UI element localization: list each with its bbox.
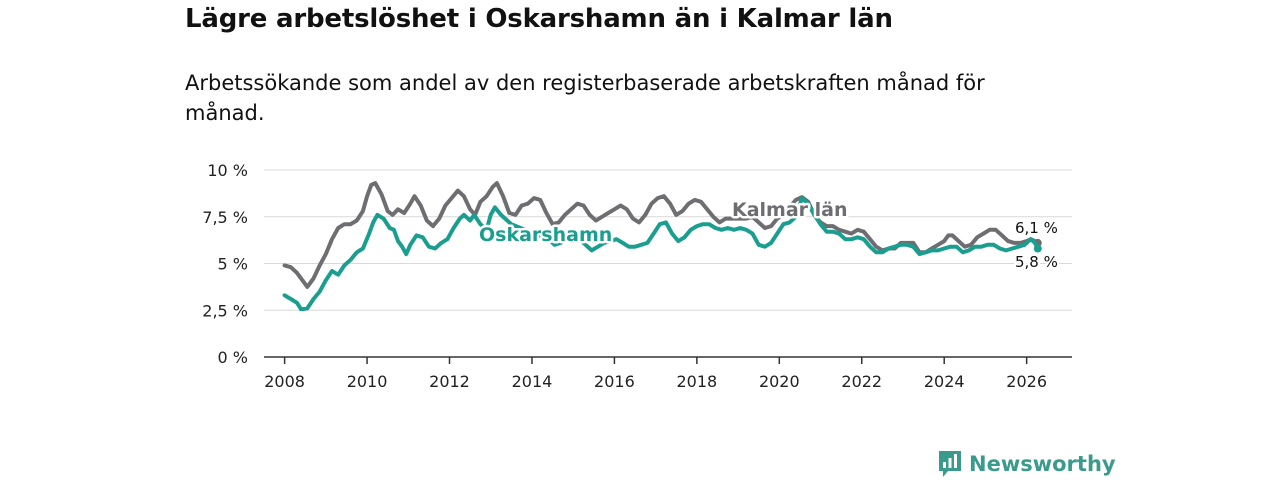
x-axis-ticks: 2008 2010 2012 2014 2016 2018 2020 2022 2024 2026 (264, 357, 1047, 391)
y-tick-label: 7,5 % (202, 208, 248, 227)
series-label-oskarshamn: Oskarshamn (479, 224, 612, 246)
newsworthy-logo-icon (939, 451, 961, 477)
x-tick-label: 2020 (759, 372, 800, 391)
x-tick-label: 2016 (594, 372, 635, 391)
end-value-kalmar: 6,1 % (1015, 219, 1058, 237)
chart-subtitle: Arbetssökande som andel av den registerb… (185, 71, 985, 125)
series-end-point-1 (1033, 244, 1042, 253)
x-tick-label: 2008 (264, 372, 305, 391)
y-tick-label: 0 % (218, 348, 248, 367)
x-tick-label: 2022 (841, 372, 882, 391)
series-label-kalmar: Kalmar län (732, 199, 848, 221)
series-labels: Kalmar län Oskarshamn 6,1 % 5,8 % (477, 197, 1060, 274)
x-tick-label: 2026 (1006, 372, 1047, 391)
x-tick-label: 2024 (924, 372, 965, 391)
end-value-oskarshamn: 5,8 % (1015, 253, 1058, 271)
brand-name: Newsworthy (969, 452, 1116, 476)
x-tick-label: 2010 (347, 372, 388, 391)
series-line-1 (282, 196, 1040, 312)
brand-logo: Newsworthy (937, 449, 1116, 479)
y-tick-label: 5 % (218, 255, 248, 274)
series-lines (282, 181, 1042, 312)
chart-title: Lägre arbetslöshet i Oskarshamn än i Kal… (185, 4, 893, 34)
x-tick-label: 2018 (676, 372, 717, 391)
gridlines (264, 169, 1072, 358)
y-axis-ticks: 0 % 2,5 % 5 % 7,5 % 10 % (202, 161, 248, 367)
x-tick-label: 2014 (512, 372, 553, 391)
y-tick-label: 2,5 % (202, 301, 248, 320)
y-tick-label: 10 % (207, 161, 248, 180)
x-tick-label: 2012 (429, 372, 470, 391)
